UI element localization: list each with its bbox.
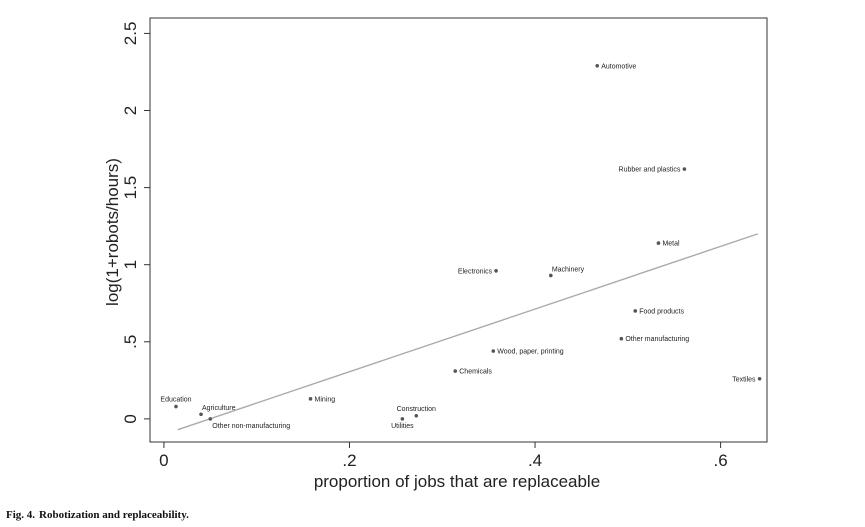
- data-point: [595, 63, 600, 68]
- fit-line-group: [177, 233, 758, 431]
- data-points: Automotive Rubber and plastics Metal Electr…: [160, 63, 762, 430]
- data-point-label: Machinery: [552, 266, 585, 273]
- y-axis: 0 .5 1 1.5 2 2.5: [121, 22, 150, 424]
- x-tick-label: 0: [159, 451, 168, 470]
- data-point: [682, 167, 687, 171]
- data-point-label: Automotive: [601, 63, 636, 70]
- data-point: [633, 309, 638, 313]
- data-point-label: Textiles: [732, 376, 756, 383]
- data-point: [400, 417, 405, 421]
- data-point: [208, 417, 213, 421]
- data-point-label: Construction: [397, 406, 436, 413]
- y-tick-label: 2: [121, 106, 140, 115]
- x-tick-label: .2: [342, 451, 356, 470]
- data-point-label: Wood, paper, printing: [497, 349, 564, 356]
- data-point: [491, 349, 496, 353]
- data-point-label: Utilities: [391, 423, 414, 430]
- data-point: [308, 397, 313, 401]
- figure-number: Fig. 4.: [6, 509, 36, 521]
- data-point-label: Agriculture: [202, 405, 236, 412]
- y-axis-title: log(1+robots/hours): [103, 158, 122, 306]
- y-tick-label: 2.5: [121, 22, 140, 46]
- data-point: [174, 404, 178, 409]
- data-point: [656, 241, 661, 245]
- data-point-label: Education: [160, 397, 191, 404]
- data-point: [414, 413, 419, 418]
- figure-caption: Fig. 4. Robotization and replaceability.: [6, 509, 189, 521]
- y-tick-label: .5: [121, 335, 140, 349]
- x-tick-label: .6: [714, 451, 728, 470]
- data-point: [494, 269, 498, 273]
- data-point-label: Food products: [639, 308, 684, 315]
- data-point: [199, 412, 203, 417]
- data-point-label: Other non-manufacturing: [212, 423, 290, 430]
- y-tick-label: 1: [121, 260, 140, 269]
- figure-title: Robotization and replaceability.: [39, 509, 189, 521]
- fit-line: [177, 233, 758, 431]
- data-point-label: Chemicals: [459, 369, 492, 376]
- data-point: [619, 336, 624, 341]
- x-axis: 0 .2 .4 .6: [159, 442, 728, 470]
- x-axis-title: proportion of jobs that are replaceable: [314, 472, 600, 491]
- y-tick-label: 0: [121, 414, 140, 423]
- data-point-label: Mining: [315, 396, 336, 403]
- x-tick-label: .4: [528, 451, 542, 470]
- data-point: [453, 369, 458, 373]
- data-point-label: Metal: [662, 241, 680, 248]
- data-point-label: Rubber and plastics: [619, 167, 681, 174]
- data-point: [757, 376, 762, 381]
- data-point: [549, 273, 553, 278]
- plot-frame: [149, 17, 768, 443]
- y-tick-label: 1.5: [121, 176, 140, 200]
- data-point-label: Electronics: [458, 268, 493, 275]
- data-point-label: Other manufacturing: [625, 336, 689, 343]
